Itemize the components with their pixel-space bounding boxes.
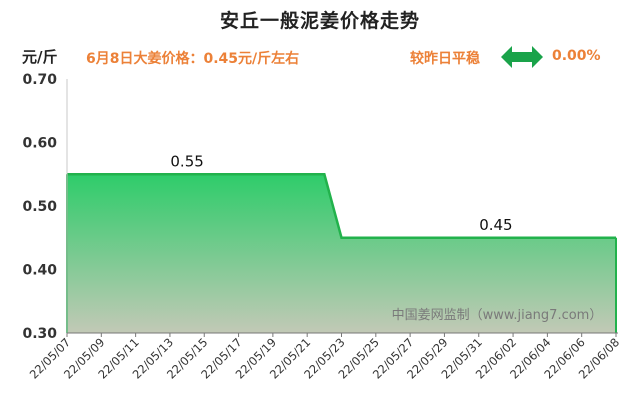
y-tick-label: 0.40 [22, 263, 57, 279]
chart-title: 安丘一般泥姜价格走势 [219, 10, 420, 32]
y-axis-unit: 元/斤 [22, 48, 58, 66]
price-line [67, 173, 616, 239]
y-tick-label: 0.70 [22, 72, 57, 88]
compare-label: 较昨日平稳 [410, 51, 480, 67]
double-arrow-icon [501, 46, 543, 68]
price-area [67, 174, 616, 333]
y-tick-label: 0.60 [22, 136, 57, 152]
data-label: 0.45 [479, 216, 512, 234]
compare-value: 0.00% [552, 48, 601, 64]
watermark-text: 中国姜网监制（www.jiang7.com） [392, 308, 603, 323]
price-note: 6月8日大姜价格：0.45元/斤左右 [86, 51, 300, 67]
y-tick-label: 0.50 [22, 199, 57, 215]
y-tick-label: 0.30 [22, 326, 57, 342]
data-label: 0.55 [170, 152, 203, 170]
